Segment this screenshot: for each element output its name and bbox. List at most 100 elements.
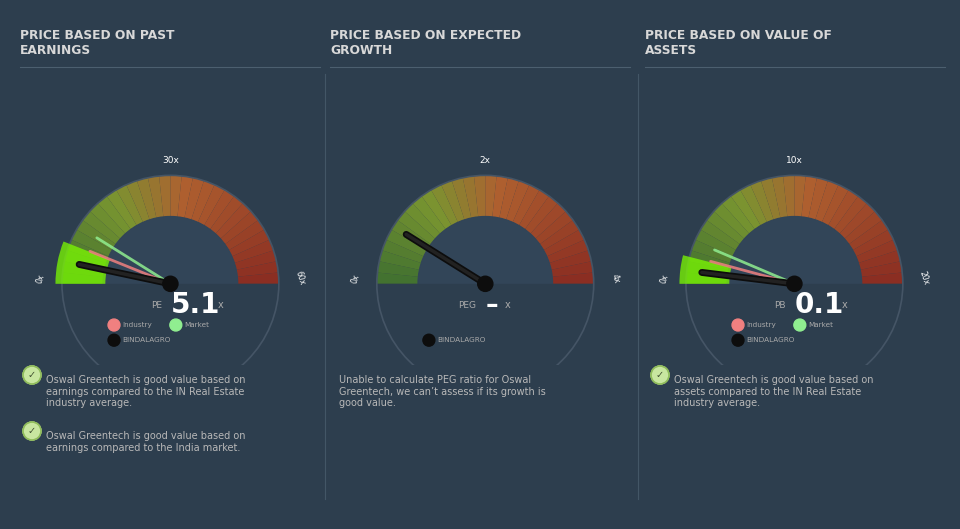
Circle shape [787,276,802,291]
Text: 10x: 10x [786,156,803,165]
Wedge shape [413,196,445,234]
Text: 0x: 0x [659,272,670,284]
Wedge shape [463,176,478,218]
Wedge shape [127,181,150,222]
Text: Oswal Greentech is good value based on
earnings compared to the India market.: Oswal Greentech is good value based on e… [46,431,246,453]
Wedge shape [701,220,740,250]
Text: Industry: Industry [123,322,153,328]
Wedge shape [695,230,736,257]
Wedge shape [178,176,193,218]
Text: PB: PB [774,301,785,310]
Wedge shape [686,272,728,284]
Wedge shape [740,185,767,225]
Text: ✓: ✓ [656,370,664,380]
Wedge shape [492,176,508,218]
Text: ✓: ✓ [28,370,36,380]
Text: 5.1: 5.1 [171,291,220,320]
Text: PRICE BASED ON EXPECTED
GROWTH: PRICE BASED ON EXPECTED GROWTH [330,29,521,57]
Text: 0x: 0x [349,272,361,284]
Wedge shape [855,240,898,263]
Wedge shape [231,240,274,263]
Text: Unable to calculate PEG ratio for Oswal
Greentech, we can’t assess if its growth: Unable to calculate PEG ratio for Oswal … [339,375,545,408]
Wedge shape [98,196,131,234]
Wedge shape [237,272,278,284]
Wedge shape [116,185,143,225]
Text: 0.1: 0.1 [795,291,844,320]
Wedge shape [225,220,264,250]
Wedge shape [90,203,126,239]
Text: BINDALAGRO: BINDALAGRO [747,337,795,343]
Text: PEG: PEG [459,301,476,310]
Wedge shape [191,181,214,222]
Text: Market: Market [808,322,833,328]
Text: x: x [218,300,224,311]
Wedge shape [552,272,593,284]
Wedge shape [148,176,163,218]
Wedge shape [731,190,760,230]
Wedge shape [210,196,243,234]
Wedge shape [236,261,278,277]
Wedge shape [62,261,105,277]
Wedge shape [474,176,485,217]
Text: BINDALAGRO: BINDALAGRO [123,337,171,343]
Wedge shape [379,250,421,270]
Wedge shape [551,261,593,277]
Text: 0x: 0x [35,272,46,284]
Text: PRICE BASED ON PAST
EARNINGS: PRICE BASED ON PAST EARNINGS [20,29,175,57]
Text: x: x [505,300,511,311]
Circle shape [651,366,669,384]
Text: 60x: 60x [294,270,307,287]
Wedge shape [525,196,558,234]
Wedge shape [680,255,732,284]
Wedge shape [722,196,755,234]
Circle shape [108,319,120,331]
Wedge shape [71,230,112,257]
Wedge shape [377,261,420,277]
Text: 30x: 30x [162,156,179,165]
Circle shape [423,334,435,346]
Wedge shape [808,178,828,220]
Wedge shape [361,284,610,408]
Wedge shape [442,181,465,222]
Wedge shape [839,203,875,239]
Wedge shape [382,240,424,263]
Wedge shape [688,250,731,270]
Wedge shape [405,203,441,239]
Wedge shape [834,196,867,234]
Text: 4x: 4x [610,272,621,284]
Wedge shape [198,185,225,225]
Wedge shape [670,284,919,408]
Wedge shape [802,176,817,218]
Wedge shape [860,261,902,277]
Wedge shape [392,220,431,250]
Wedge shape [772,176,787,218]
Wedge shape [107,190,136,230]
Wedge shape [452,178,471,220]
Circle shape [732,334,744,346]
Wedge shape [751,181,774,222]
Wedge shape [783,176,795,217]
Circle shape [163,276,178,291]
Wedge shape [67,240,109,263]
Wedge shape [815,181,838,222]
Wedge shape [506,181,529,222]
Text: 20x: 20x [918,270,931,287]
Wedge shape [62,272,104,284]
Wedge shape [536,211,573,244]
Wedge shape [828,190,858,230]
Wedge shape [137,178,156,220]
Wedge shape [549,250,591,270]
Wedge shape [221,211,258,244]
Text: Market: Market [184,322,209,328]
Wedge shape [499,178,518,220]
Text: 2x: 2x [480,156,491,165]
Text: Industry: Industry [747,322,777,328]
Wedge shape [171,176,181,217]
Wedge shape [543,230,585,257]
Wedge shape [519,190,549,230]
Wedge shape [204,190,234,230]
Wedge shape [822,185,849,225]
Wedge shape [691,240,733,263]
Text: PE: PE [151,301,161,310]
Wedge shape [215,203,251,239]
